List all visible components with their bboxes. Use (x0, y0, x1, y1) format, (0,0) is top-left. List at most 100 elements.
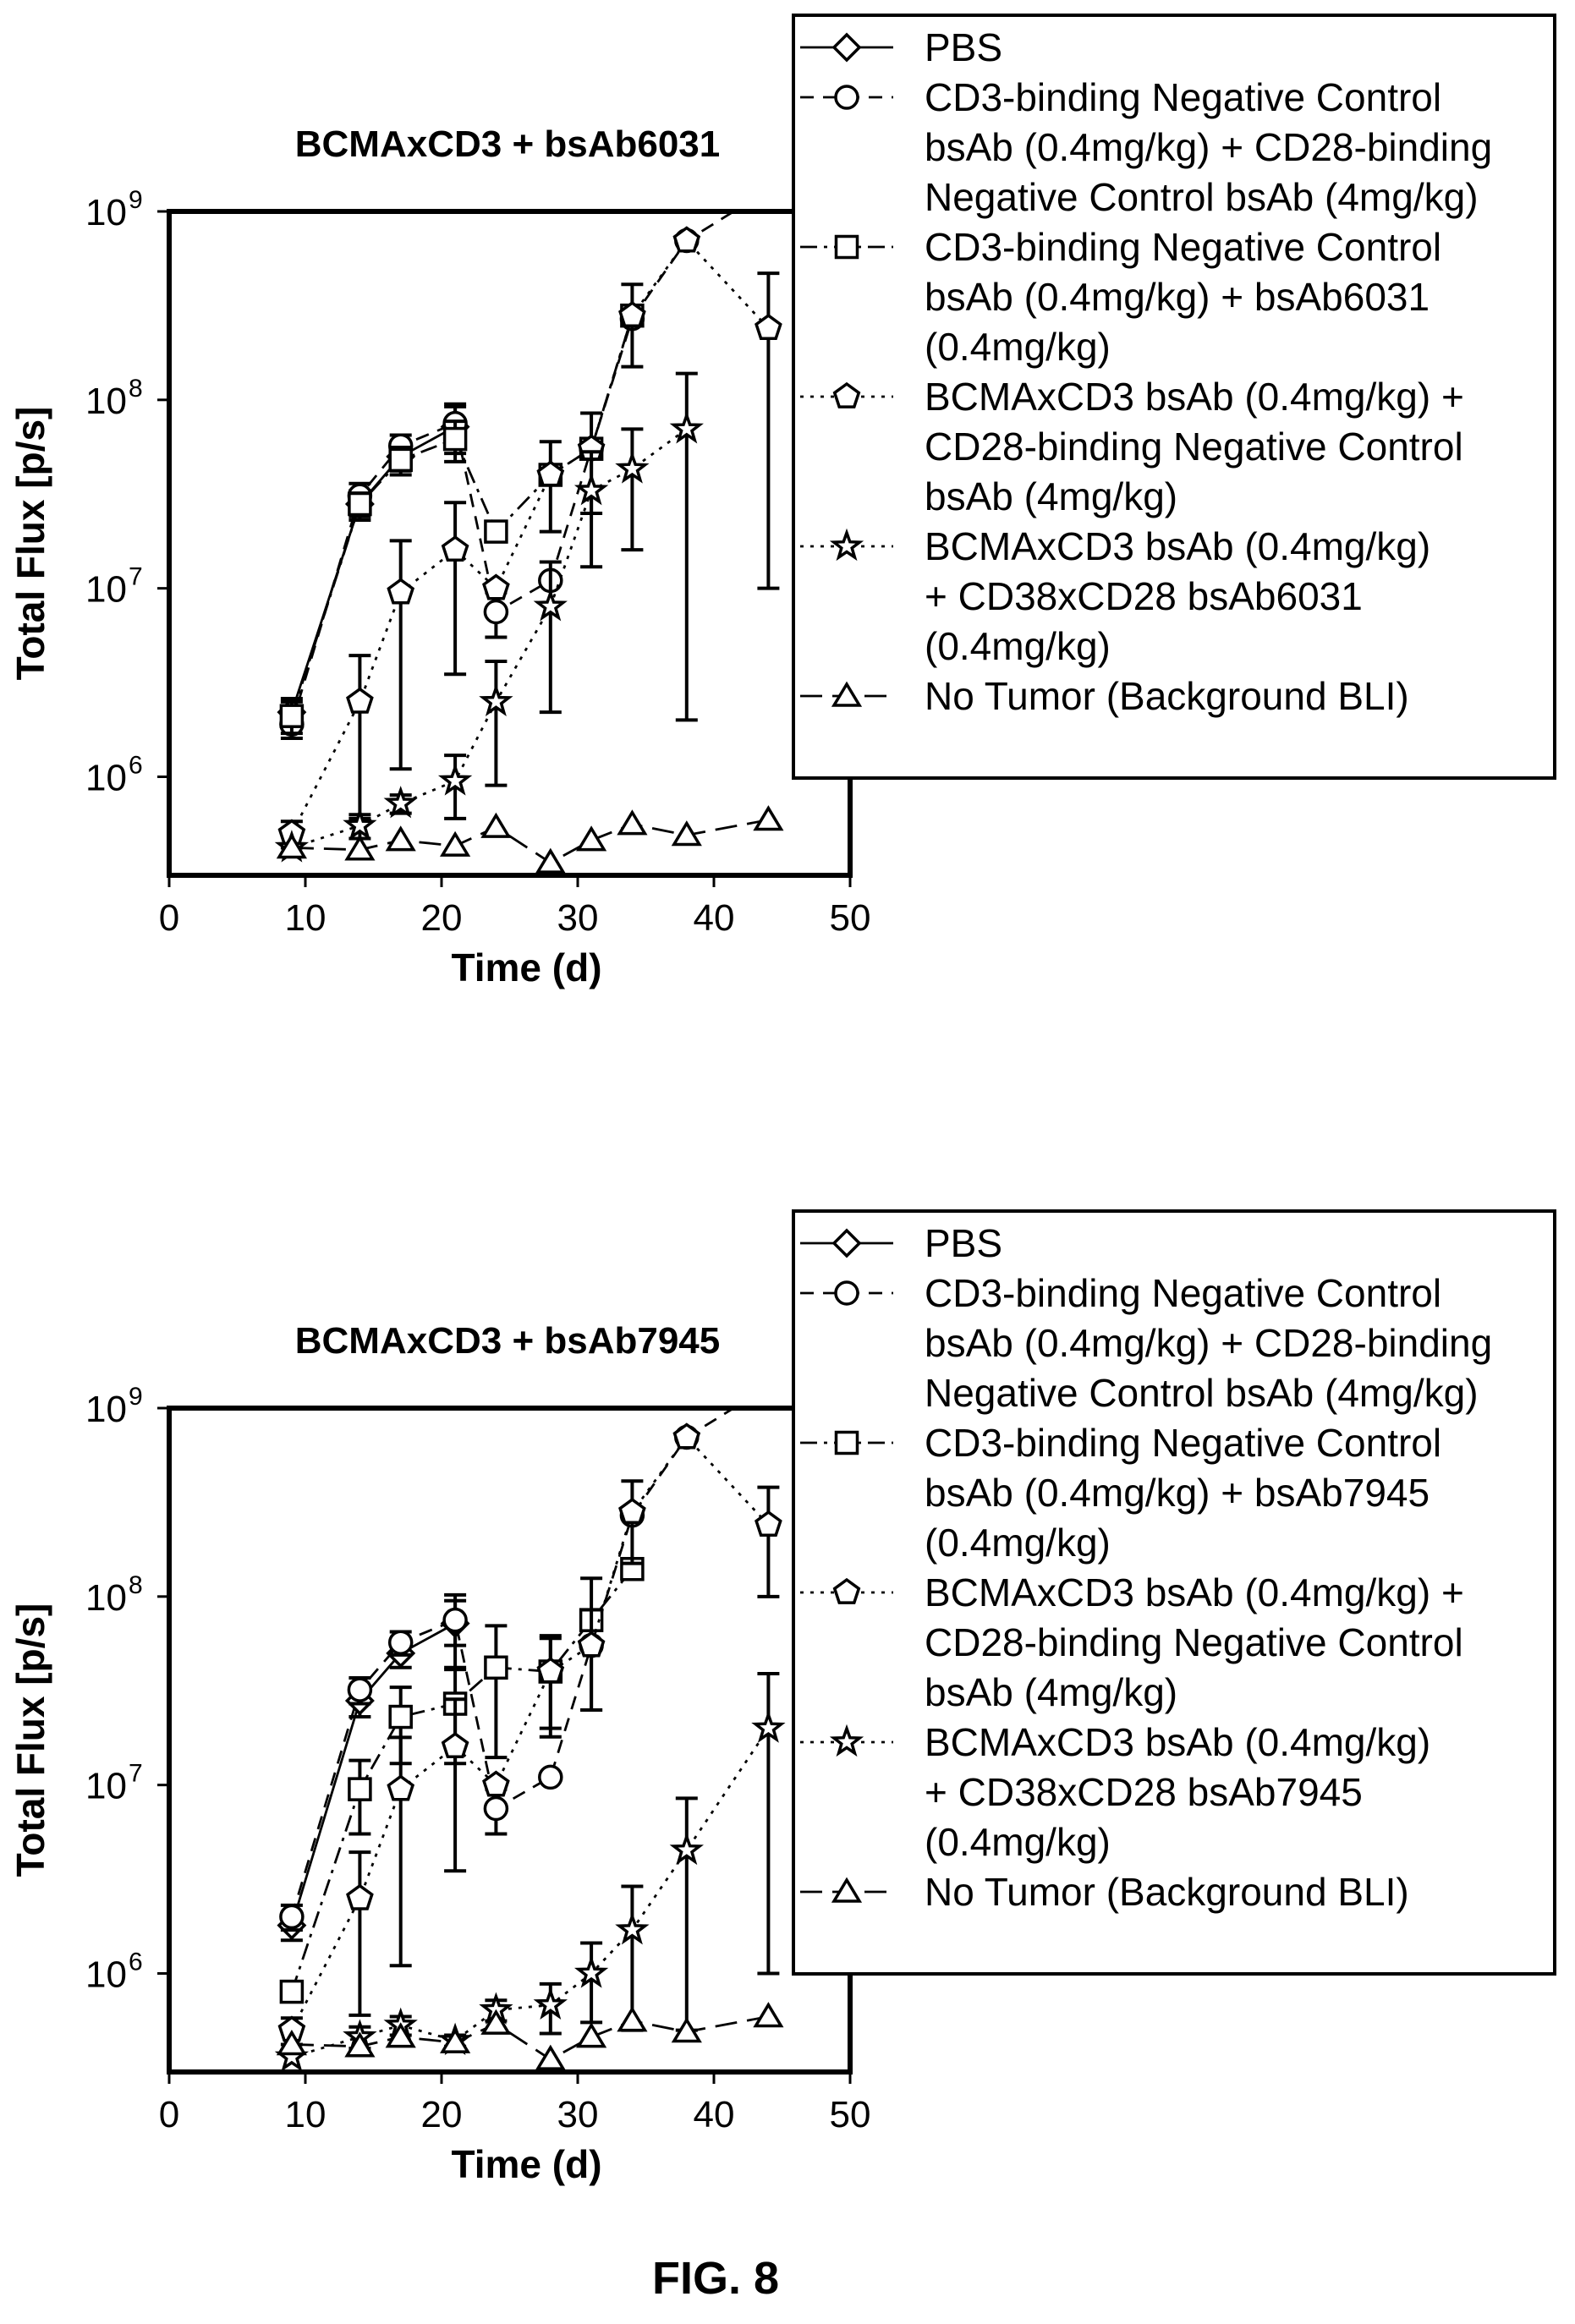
data-point (483, 1795, 509, 1822)
data-point (615, 451, 650, 484)
y-tick-exponent: 7 (129, 563, 143, 591)
legend-label: PBS (925, 1221, 1002, 1265)
series-star (274, 371, 704, 863)
data-point (618, 1498, 646, 1525)
error-bar (539, 440, 562, 534)
data-point (440, 2027, 471, 2053)
legend-square-icon (834, 234, 859, 260)
legend-triangle-icon (831, 681, 863, 707)
data-point (755, 313, 782, 340)
legend-entry: CD3-binding Negative Control bsAb (0.4mg/… (800, 1421, 1441, 1565)
data-point (279, 1904, 305, 1930)
data-point (387, 1774, 415, 1801)
data-point (538, 1764, 563, 1790)
data-point (344, 2031, 376, 2058)
error-bar (580, 1608, 603, 1712)
y-tick-label: 10 (85, 1389, 127, 1430)
y-axis-label: Total Flux [p/s] (8, 407, 52, 681)
legend-label: CD3-binding Negative Control (925, 1271, 1441, 1315)
data-point (388, 447, 413, 473)
legend-triangle-icon (831, 1877, 863, 1903)
error-bar (580, 450, 603, 569)
data-point (442, 426, 468, 452)
error-bar (539, 1636, 562, 1730)
series-line (290, 1435, 770, 2031)
series-diamond (277, 1592, 470, 1943)
legend-label: (0.4mg/kg) (925, 1820, 1111, 1864)
data-point (615, 1911, 650, 1945)
y-tick-label: 10 (85, 1954, 127, 1995)
data-point (385, 2022, 416, 2048)
x-tick-label: 0 (159, 2094, 179, 2135)
x-tick-label: 10 (285, 2094, 327, 2135)
data-point (482, 573, 510, 600)
y-tick-exponent: 6 (129, 751, 143, 779)
legend: PBS CD3-binding Negative Control bsAb (0.4… (792, 14, 1556, 780)
data-point (480, 2009, 512, 2035)
data-point (757, 179, 779, 201)
legend-box (792, 14, 1556, 780)
legend-circle-icon (834, 85, 859, 110)
data-point (753, 2002, 784, 2028)
series-circle (279, 1408, 737, 1932)
legend-entry: PBS (800, 25, 1002, 69)
y-tick-label: 10 (85, 1766, 127, 1807)
data-point (385, 825, 416, 852)
legend-diamond-icon (831, 1228, 862, 1258)
legend-label: CD28-binding Negative Control (925, 1620, 1463, 1664)
series-diamond (277, 404, 470, 731)
legend-square-icon (834, 1430, 859, 1455)
x-tick-label: 0 (159, 897, 179, 939)
legend-star-icon (829, 528, 864, 562)
legend-label: bsAb (4mg/kg) (925, 474, 1177, 518)
data-point (671, 820, 702, 847)
data-point (479, 683, 513, 717)
legend-label: CD28-binding Negative Control (925, 425, 1463, 469)
data-point (383, 786, 418, 819)
series-line (290, 425, 456, 713)
y-tick-label: 10 (85, 381, 127, 422)
error-bar (757, 1485, 780, 1598)
series-star (274, 1671, 786, 2072)
series-line (291, 819, 769, 864)
legend-label: BCMAxCD3 bsAb (0.4mg/kg) + (925, 1570, 1464, 1614)
legend-label: + CD38xCD28 bsAb6031 (925, 574, 1363, 618)
data-point (348, 491, 372, 517)
y-tick-exponent: 8 (129, 375, 143, 403)
data-point (387, 1630, 414, 1655)
data-point (577, 1631, 606, 1658)
series-square (279, 303, 645, 736)
data-point (755, 1510, 782, 1537)
x-tick-label: 30 (557, 897, 599, 939)
plot-frame (167, 209, 853, 878)
data-point (344, 835, 376, 861)
legend-star-icon (829, 1724, 864, 1757)
legend-entry: No Tumor (Background BLI) (800, 1870, 1409, 1914)
data-point (346, 687, 374, 714)
x-tick-label: 20 (421, 897, 463, 939)
data-point (536, 1657, 565, 1684)
legend-label: (0.4mg/kg) (925, 325, 1111, 369)
error-bar (444, 501, 467, 677)
error-bar (389, 539, 412, 771)
data-point (279, 1979, 305, 2004)
data-point (441, 535, 469, 562)
legend-label: (0.4mg/kg) (925, 624, 1111, 668)
data-point (343, 808, 377, 841)
x-tick-label: 40 (694, 2094, 735, 2135)
legend-diamond-icon (831, 32, 862, 63)
chart-title: BCMAxCD3 + bsAb7945 (295, 1320, 721, 1362)
legend-entry: BCMAxCD3 bsAb (0.4mg/kg) + CD28-binding N… (800, 1570, 1464, 1714)
data-point (669, 411, 704, 444)
legend-label: BCMAxCD3 bsAb (0.4mg/kg) (925, 524, 1430, 568)
data-point (617, 809, 648, 836)
series-line (290, 1622, 456, 1927)
series-line (291, 1727, 770, 2058)
legend-label: BCMAxCD3 bsAb (0.4mg/kg) (925, 1720, 1430, 1764)
y-tick-exponent: 9 (129, 1383, 143, 1411)
x-tick-label: 10 (285, 897, 327, 939)
data-point (437, 763, 473, 796)
legend-pentagon-icon (832, 381, 861, 408)
